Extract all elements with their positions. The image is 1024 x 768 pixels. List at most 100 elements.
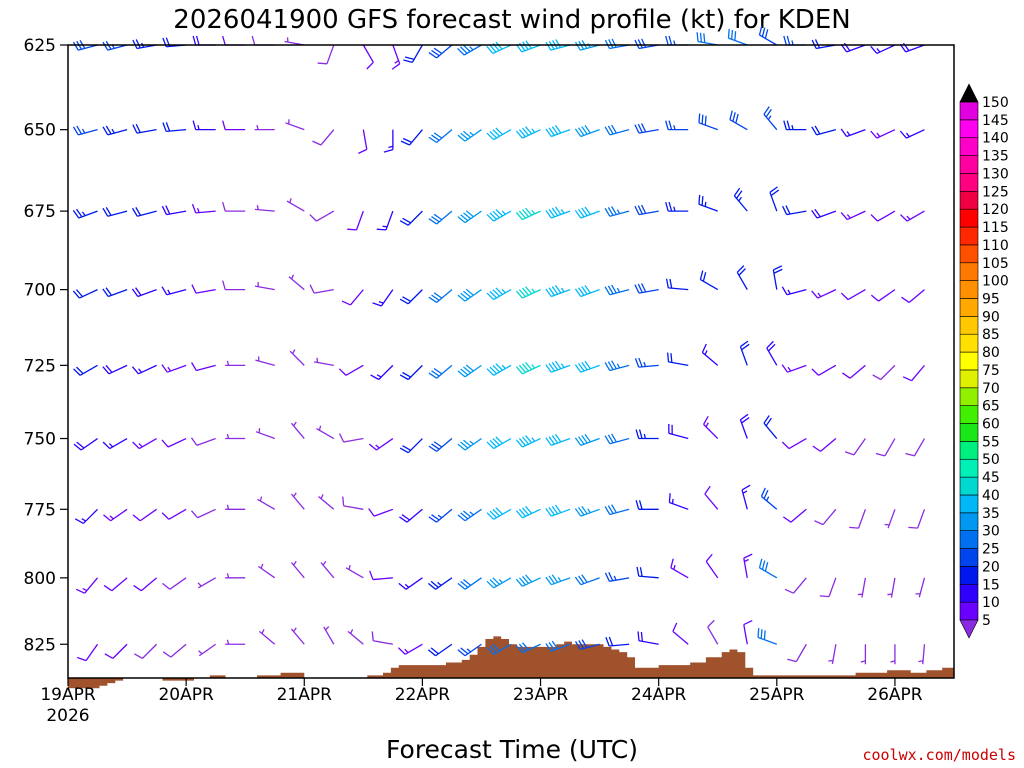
wind-barb-flag [763,489,769,499]
wind-barb-flag [76,125,83,135]
wind-barb-flag [433,368,443,375]
wind-barb [782,205,807,216]
wind-barb-flag [611,124,617,134]
wind-barb [915,577,926,598]
wind-barb-half-flag [293,492,297,497]
wind-barb-flag [402,217,411,224]
wind-barb-flag [495,436,503,444]
wind-barb-flag [383,149,394,153]
wind-barb-flag [404,56,415,61]
wind-barb-flag [548,507,555,516]
colorbar-segment [959,458,979,478]
wind-barb-flag [399,220,409,226]
wind-barb-shaft [828,577,837,597]
wind-barb-flag [72,126,79,136]
wind-barb-shaft [849,364,866,379]
wind-barb-flag [522,287,530,296]
wind-barb [317,44,335,65]
wind-barb-flag [900,214,908,222]
wind-barb [900,210,925,222]
wind-barb [192,35,216,46]
wind-barb-flag [161,512,170,520]
wind-barb-flag [457,582,466,590]
wind-barb [255,428,275,440]
wind-barb [783,120,807,131]
wind-barb-half-flag [394,60,399,64]
wind-barb [763,415,778,439]
wind-barb-flag [548,127,555,136]
wind-barb-shaft [704,493,719,510]
wind-barb-flag [551,361,559,371]
wind-barb [309,210,335,222]
wind-barb-shaft [788,437,807,450]
wind-barb-flag [76,441,85,449]
wind-barb-flag [554,284,562,294]
wind-barb [604,206,630,217]
wind-barb-half-flag [738,196,742,202]
wind-barb [782,508,807,523]
wind-barb-flag [769,186,778,193]
wind-barb-shaft [349,289,364,306]
wind-barb-flag [743,553,753,559]
wind-barb-flag [518,577,526,586]
wind-barb-flag [460,647,469,655]
wind-barb-shaft [790,508,807,523]
colorbar-segment [959,244,979,264]
wind-barb-shaft [853,438,866,456]
wind-barb-flag [72,209,80,219]
wind-barb-flag [72,41,79,51]
credit-text[interactable]: coolwx.com/models [862,746,1016,764]
wind-barb [102,437,128,450]
wind-barb [290,492,305,510]
wind-barb-flag [428,516,437,523]
wind-barb-half-flag [846,214,851,219]
wind-barb [102,364,128,375]
wind-barb-flag [76,366,84,375]
wind-barb-flag [522,436,530,445]
wind-barb-flag [638,429,643,439]
wind-barb-flag [637,123,643,133]
wind-barb [857,577,867,598]
wind-barb-flag [548,436,555,445]
wind-barb-flag [131,207,138,217]
wind-barb [73,364,98,376]
wind-barb-flag [515,212,523,220]
wind-barb [372,289,394,307]
wind-barb-flag [548,641,555,651]
wind-barb [604,433,630,445]
wind-barb [345,564,364,579]
wind-barb-flag [548,287,555,296]
wind-barb-half-flag [501,364,506,370]
wind-barb [905,438,926,457]
wind-barb-flag [402,137,412,143]
wind-barb-flag [840,212,848,220]
wind-barb-half-flag [388,145,394,149]
wind-barb [860,644,867,665]
colorbar-label: 140 [982,131,1009,147]
colorbar-label: 20 [982,559,1000,575]
wind-barb [457,577,482,590]
wind-barb-half-flag [81,128,86,134]
wind-barb-flag [428,52,437,59]
wind-barb [769,186,780,212]
wind-barb [875,438,896,457]
wind-barb [515,435,541,448]
wind-barb-half-flag [81,211,86,217]
wind-barb-flag [870,130,878,139]
colorbar-segment [959,583,979,603]
wind-barb [634,204,659,216]
colorbar-segment [959,405,979,424]
wind-barb-flag [902,376,912,382]
wind-barb-flag [430,580,439,588]
wind-barb-flag [460,512,469,520]
wind-barb-shaft [362,129,368,150]
wind-barb-flag [608,39,614,49]
wind-barb-flag [731,29,734,40]
colorbar-label: 105 [982,256,1009,272]
y-tick-label: 700 [24,281,56,301]
wind-barb-flag [162,122,167,132]
wind-barb-half-flag [226,639,230,645]
colorbar-segment [959,262,979,281]
wind-barb-flag [492,364,501,373]
wind-barb-flag [402,445,411,451]
